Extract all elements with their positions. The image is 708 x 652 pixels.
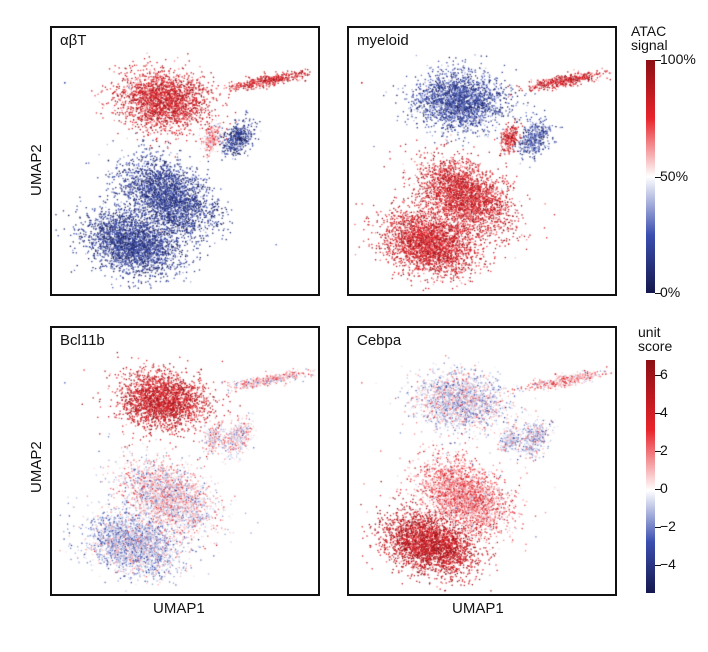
panel-title-bcl11b: Bcl11b xyxy=(60,332,105,349)
colorbar-tick-label-unit: 2 xyxy=(660,442,668,458)
colorbar-unit xyxy=(646,360,655,593)
colorbar-tick-label-unit: −2 xyxy=(660,518,676,534)
colorbar-atac xyxy=(646,60,655,293)
colorbar-tick-unit xyxy=(655,489,661,490)
colorbar-title-unit: unit score xyxy=(638,324,673,354)
colorbar-tick-unit xyxy=(655,565,661,566)
colorbar-tick-unit xyxy=(655,413,661,414)
y-axis-label-bottom: UMAP2 xyxy=(28,441,45,493)
colorbar-tick-label-atac: 100% xyxy=(660,51,696,67)
x-axis-label-right: UMAP1 xyxy=(452,600,504,617)
scatter-plot-cebpa xyxy=(349,328,615,594)
colorbar-tick-unit xyxy=(655,375,661,376)
scatter-plot-bcl11b xyxy=(52,328,318,594)
colorbar-tick-unit xyxy=(655,527,661,528)
scatter-plot-myeloid xyxy=(349,28,615,294)
panel-title-myeloid: myeloid xyxy=(357,32,409,49)
panel-myeloid: myeloid xyxy=(347,26,617,296)
colorbar-tick-label-unit: −4 xyxy=(660,556,676,572)
colorbar-tick-atac xyxy=(655,293,661,294)
panel-title-cebpa: Cebpa xyxy=(357,332,402,349)
colorbar-tick-atac xyxy=(655,177,661,178)
colorbar-tick-label-atac: 0% xyxy=(660,284,681,300)
colorbar-tick-unit xyxy=(655,451,661,452)
colorbar-tick-atac xyxy=(655,60,661,61)
colorbar-title-atac: ATAC signal xyxy=(631,23,668,53)
panel-title-abt: αβT xyxy=(60,32,87,49)
panel-cebpa: Cebpa xyxy=(347,326,617,596)
x-axis-label-left: UMAP1 xyxy=(153,600,205,617)
panel-abt: αβT xyxy=(50,26,320,296)
colorbar-tick-label-unit: 4 xyxy=(660,404,668,420)
colorbar-tick-label-unit: 0 xyxy=(660,480,668,496)
panel-bcl11b: Bcl11b xyxy=(50,326,320,596)
colorbar-tick-label-atac: 50% xyxy=(660,168,689,184)
scatter-plot-abt xyxy=(52,28,318,294)
colorbar-tick-label-unit: 6 xyxy=(660,366,668,382)
y-axis-label-top: UMAP2 xyxy=(28,144,45,196)
